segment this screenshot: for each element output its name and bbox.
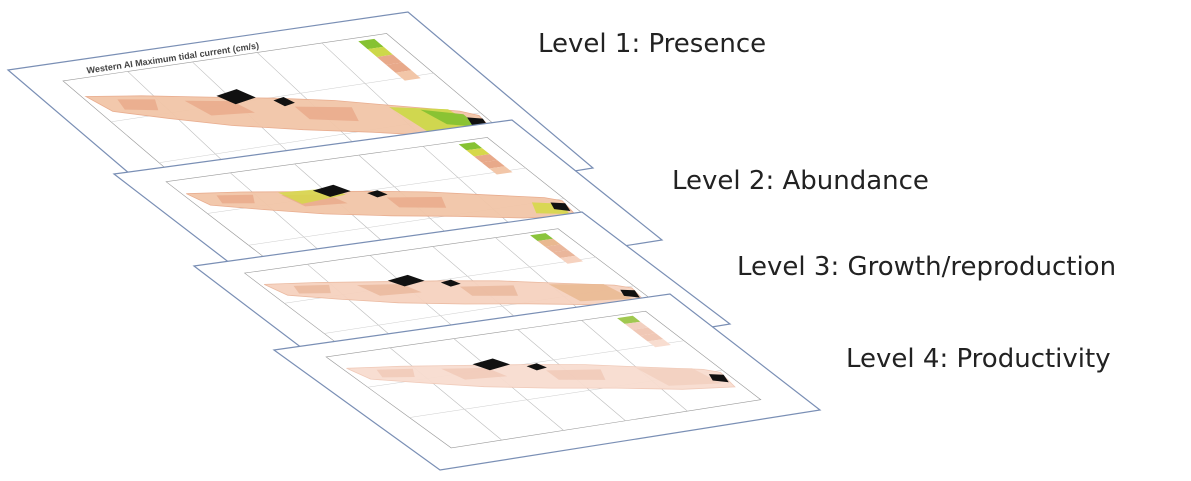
colour-scale-step [632, 327, 656, 336]
colour-scale-step [458, 142, 483, 151]
colour-scale-step [473, 154, 498, 163]
island-shape [620, 289, 640, 298]
colour-scale-step [552, 250, 576, 258]
colour-scale-step [647, 339, 671, 348]
colour-scale-step [560, 255, 583, 264]
colour-scale-step [395, 70, 421, 81]
colour-scale-step [617, 315, 641, 324]
colour-scale-step [624, 321, 649, 330]
colour-scale-step [481, 160, 505, 169]
island-shape [216, 89, 256, 105]
data-highlight-strong [420, 109, 479, 127]
data-patch [117, 99, 159, 111]
grid-line [389, 347, 502, 441]
data-patch [356, 284, 422, 296]
island-shape [526, 363, 547, 371]
level-2-label: Level 2: Abundance [672, 166, 929, 196]
colour-scale-step [466, 148, 490, 157]
island-shape [367, 190, 388, 198]
island-shape [312, 184, 351, 197]
level-4-label: Level 4: Productivity [846, 344, 1111, 374]
island-shape [550, 202, 571, 211]
colour-scale-step [376, 54, 403, 65]
island-shape [273, 97, 295, 107]
island-shape [472, 358, 511, 371]
colour-scale-step [358, 38, 384, 50]
colour-scale-step [530, 233, 554, 241]
data-patch [376, 368, 415, 378]
colour-scale-step [545, 244, 568, 253]
map-sheet-level-4 [272, 293, 822, 471]
colour-scale-step [489, 166, 513, 175]
data-highlight [548, 284, 633, 302]
colour-scale-step [640, 333, 664, 342]
data-patch [441, 367, 508, 380]
data-highlight [636, 368, 722, 386]
data-patch [546, 369, 606, 380]
data-patch [184, 100, 255, 116]
data-patch [294, 106, 359, 122]
data-patch [386, 196, 447, 208]
data-patch [293, 284, 331, 294]
data-patch [459, 285, 518, 296]
level-3-label: Level 3: Growth/reproduction [737, 252, 1117, 282]
island-shape [708, 374, 729, 383]
colour-scale-step [537, 238, 561, 247]
island-shape [440, 279, 461, 287]
grid-line [581, 320, 688, 412]
island-shape [387, 274, 425, 287]
level-1-label: Level 1: Presence [538, 29, 767, 59]
colour-scale-step [386, 62, 412, 73]
data-patch [216, 194, 255, 204]
colour-scale-step [367, 46, 393, 57]
